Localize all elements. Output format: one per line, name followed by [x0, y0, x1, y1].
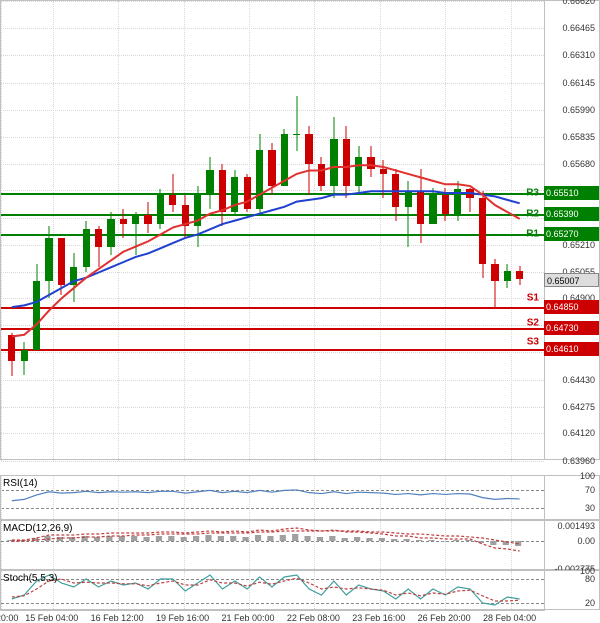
stoch-plot: [1, 571, 546, 611]
price-tick: 0.64430: [562, 375, 595, 385]
time-tick: 16 Feb 12:00: [91, 613, 144, 623]
price-tick: 0.66145: [562, 78, 595, 88]
time-tick: 23 Feb 16:00: [352, 613, 405, 623]
indicator-label: Stoch(5,5,3): [3, 573, 57, 584]
sr-label: S3: [527, 336, 539, 347]
ind-tick: 100: [580, 566, 595, 576]
stoch-panel[interactable]: 2080100Stoch(5,5,3): [0, 570, 600, 610]
price-tick: 0.66465: [562, 23, 595, 33]
indicator-label: MACD(12,26,9): [3, 523, 72, 534]
time-tick: 28 Feb 04:00: [483, 613, 536, 623]
sr-price-tag: 0.64730: [544, 321, 599, 335]
sr-label: S1: [527, 293, 539, 304]
ind-tick: 100: [580, 471, 595, 481]
time-tick: 19 Feb 16:00: [156, 613, 209, 623]
ind-tick: 0.001493: [557, 521, 595, 531]
indicator-label: RSI(14): [3, 478, 37, 489]
sr-price-tag: 0.65390: [544, 207, 599, 221]
price-tick: 0.63960: [562, 456, 595, 466]
sr-label: S2: [527, 317, 539, 328]
price-tick: 0.65835: [562, 132, 595, 142]
ind-tick: 0.00: [577, 536, 595, 546]
current-price-tag: 0.65007: [544, 273, 599, 287]
time-tick: 26 Feb 20:00: [418, 613, 471, 623]
price-tick: 0.64120: [562, 428, 595, 438]
price-tick: 0.66310: [562, 50, 595, 60]
time-tick: 21 Feb 00:00: [221, 613, 274, 623]
sr-price-tag: 0.64850: [544, 300, 599, 314]
sr-price-tag: 0.65510: [544, 186, 599, 200]
rsi-line: [1, 476, 546, 521]
main-chart-panel[interactable]: 0.66620 0.66465 0.66310 0.66145 0.65990 0.658…: [0, 0, 600, 460]
sr-price-tag: 0.64610: [544, 342, 599, 356]
price-tick: 0.65680: [562, 159, 595, 169]
x-axis-bottom: 'eb 20:00 15 Feb 04:00 16 Feb 12:00 19 Feb …: [0, 610, 545, 623]
macd-panel[interactable]: 0.0014930.00-0.002775MACD(12,26,9): [0, 520, 600, 570]
rsi-panel[interactable]: 3070100RSI(14): [0, 475, 600, 520]
macd-plot: [1, 521, 546, 571]
price-tick: 0.65990: [562, 105, 595, 115]
ind-tick: 30: [585, 503, 595, 513]
time-tick: 15 Feb 04:00: [25, 613, 78, 623]
sr-price-tag: 0.65270: [544, 227, 599, 241]
time-tick: 'eb 20:00: [0, 613, 18, 623]
ind-tick: 20: [585, 598, 595, 608]
price-tick: 0.64275: [562, 402, 595, 412]
time-tick: 22 Feb 08:00: [287, 613, 340, 623]
ind-tick: 70: [585, 485, 595, 495]
price-tick: 0.66620: [562, 0, 595, 6]
